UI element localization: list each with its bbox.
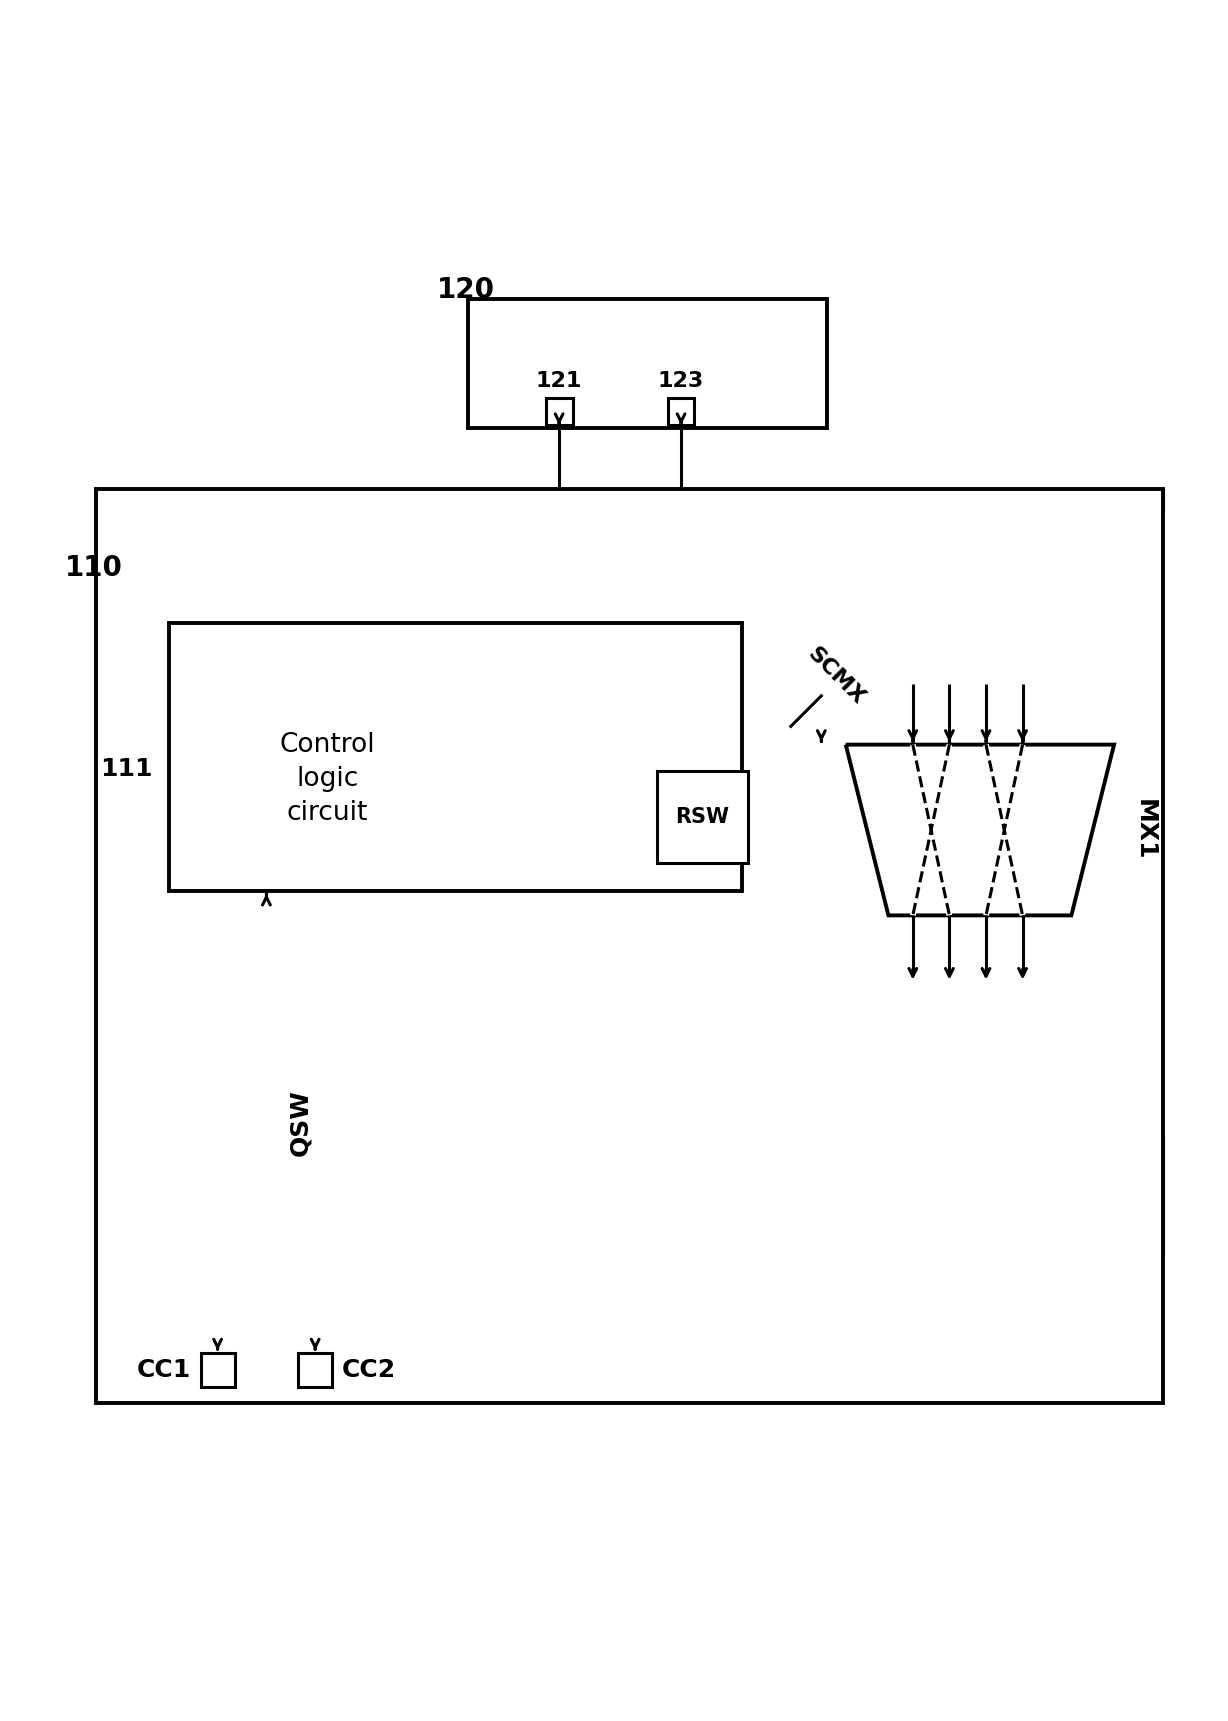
Text: 123: 123	[658, 372, 704, 391]
Text: QSW: QSW	[289, 1089, 312, 1157]
Bar	[468, 299, 828, 427]
Text: 121: 121	[535, 372, 582, 391]
Text: 111: 111	[101, 757, 154, 781]
Text: CC2: CC2	[343, 1358, 397, 1382]
Text: Control: Control	[280, 731, 376, 757]
Text: circuit: circuit	[286, 800, 368, 826]
Bar	[96, 489, 1163, 1403]
Text: logic: logic	[296, 766, 359, 792]
Bar	[298, 1353, 333, 1387]
Text: CC1: CC1	[136, 1358, 190, 1382]
Bar	[657, 771, 748, 862]
Text: RSW: RSW	[675, 807, 729, 828]
Bar	[200, 1353, 235, 1387]
Text: 110: 110	[65, 554, 123, 582]
Bar	[668, 398, 695, 425]
Text: MX1: MX1	[1132, 799, 1157, 860]
Text: 120: 120	[437, 275, 495, 303]
Bar	[545, 398, 572, 425]
Text: SCMX: SCMX	[803, 644, 868, 707]
Bar	[168, 623, 742, 891]
